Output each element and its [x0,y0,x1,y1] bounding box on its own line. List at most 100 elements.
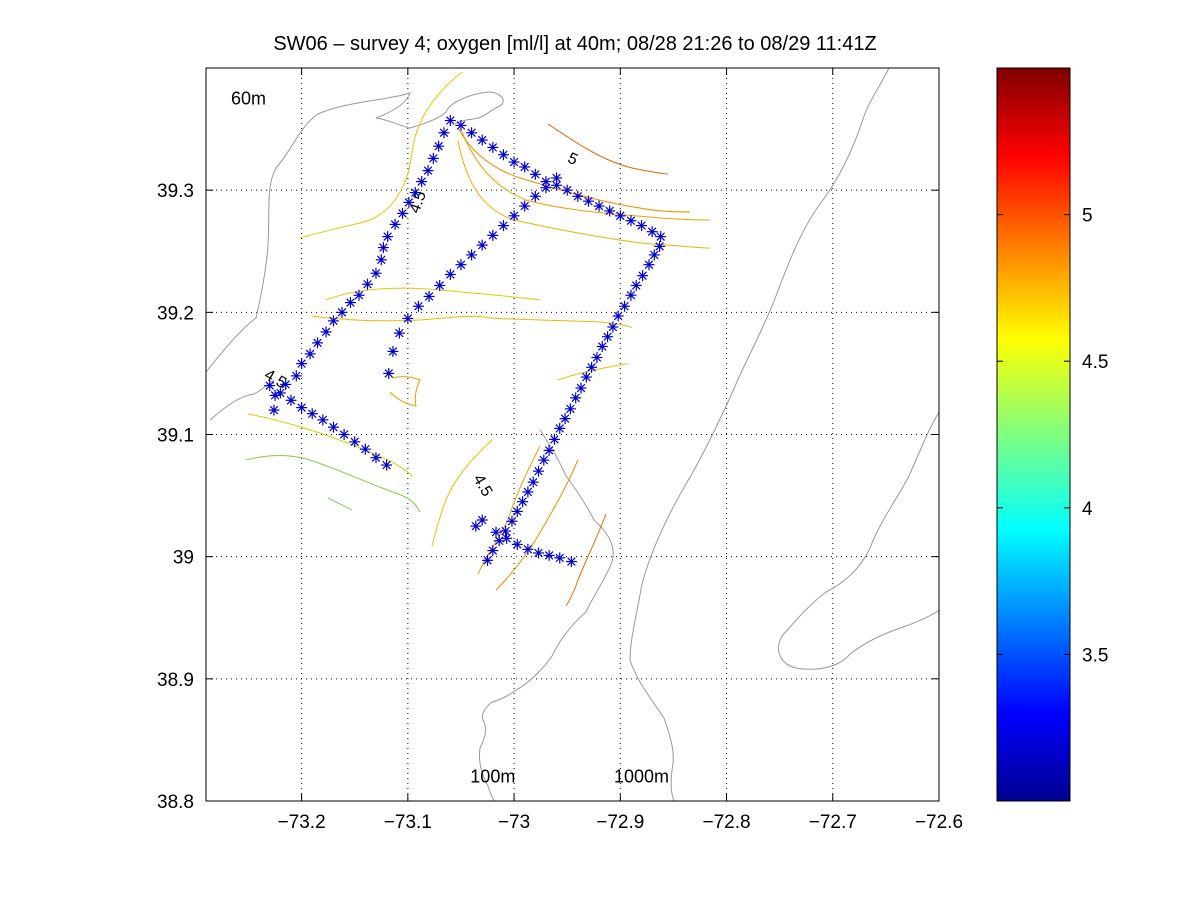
station-marker [490,526,502,538]
station-marker [466,249,478,261]
contour-line [461,131,711,221]
station-marker [274,387,286,399]
station-marker [593,200,605,212]
station-marker [296,402,308,414]
plot-area [206,68,939,801]
canyon-outline [778,411,939,670]
station-marker [349,436,361,448]
station-marker [381,459,393,471]
station-marker [338,429,350,440]
station-marker [517,496,529,508]
station-marker [543,549,555,561]
station-marker [375,254,387,266]
station-marker [625,215,637,227]
station-marker [529,168,541,180]
x-tick-label: −73 [498,812,530,833]
station-marker [370,267,382,279]
station-marker [564,403,576,415]
station-marker [543,444,555,456]
y-tick-label: 39.3 [157,181,194,202]
contour-line [247,413,413,477]
station-marker [646,226,658,238]
contour-line [245,455,421,513]
station-marker [619,300,631,312]
x-tick-label: −73.1 [384,812,432,833]
colorbar-axis: 3.5 4 4.5 5 [997,206,1108,666]
station-marker [433,140,445,152]
colorbar-gradient [997,68,1070,801]
isobath-1000m [629,68,890,801]
station-marker [487,229,499,241]
station-marker [320,326,332,338]
contour-line [431,439,493,547]
station-marker [409,187,421,199]
depth-annotation: 100m [470,767,515,787]
station-marker [570,392,582,404]
station-marker [285,394,297,406]
station-marker [402,312,414,324]
station-marker [455,259,467,271]
station-marker [554,422,566,434]
contour-line [565,513,607,607]
station-marker [654,240,666,252]
station-marker [403,196,415,208]
station-marker [580,371,592,383]
colorbar-tick-label: 4.5 [1082,352,1108,373]
station-marker [508,210,520,222]
contour-line [557,363,629,381]
station-marker [582,195,594,207]
contour-line [311,315,633,329]
station-marker [377,242,389,254]
station-marker [637,270,649,282]
station-marker [612,310,624,322]
station-marker [427,152,439,164]
station-marker [630,279,642,291]
station-marker [607,321,619,333]
station-marker [538,454,550,466]
station-markers [264,115,667,568]
station-marker [500,525,512,537]
station-marker [533,465,545,477]
station-marker [312,337,324,349]
station-marker [317,414,329,426]
y-tick-label: 39.1 [157,426,194,447]
station-marker [383,367,395,379]
station-marker [434,279,446,291]
contour-line [477,445,541,575]
x-axis: −73.2 −73.1 −73 −72.9 −72.8 −72.7 −72.6 [278,68,963,833]
station-marker [412,300,424,312]
depth-annotation: 60m [231,89,266,109]
station-marker [296,358,308,370]
station-marker [511,538,523,550]
station-marker [497,149,509,161]
station-marker [393,327,405,339]
station-marker [482,554,494,566]
station-marker [423,290,435,302]
station-marker [602,331,614,343]
station-marker [290,370,302,382]
station-marker [306,408,318,420]
y-axis: 38.8 38.9 39 39.1 39.2 39.3 [157,181,939,813]
x-tick-label: −72.7 [809,812,857,833]
station-marker [519,200,531,212]
station-marker [596,341,608,353]
station-marker [444,268,456,280]
station-marker [422,165,434,177]
map-annotations: 60m 100m 1000m [231,89,669,787]
station-marker [497,220,509,232]
station-marker [359,443,371,455]
isobath-100m [479,429,614,801]
station-marker [551,172,563,184]
bathymetry-contours [206,68,939,801]
station-marker [416,176,428,188]
station-marker [586,361,598,373]
station-marker [625,289,637,301]
station-marker [572,190,584,202]
station-marker [389,218,401,230]
station-marker [529,190,541,202]
contour-line [457,139,711,249]
y-tick-label: 39 [173,548,194,569]
colorbar-frame [996,67,1071,802]
x-tick-label: −72.8 [702,812,750,833]
station-marker [487,141,499,153]
